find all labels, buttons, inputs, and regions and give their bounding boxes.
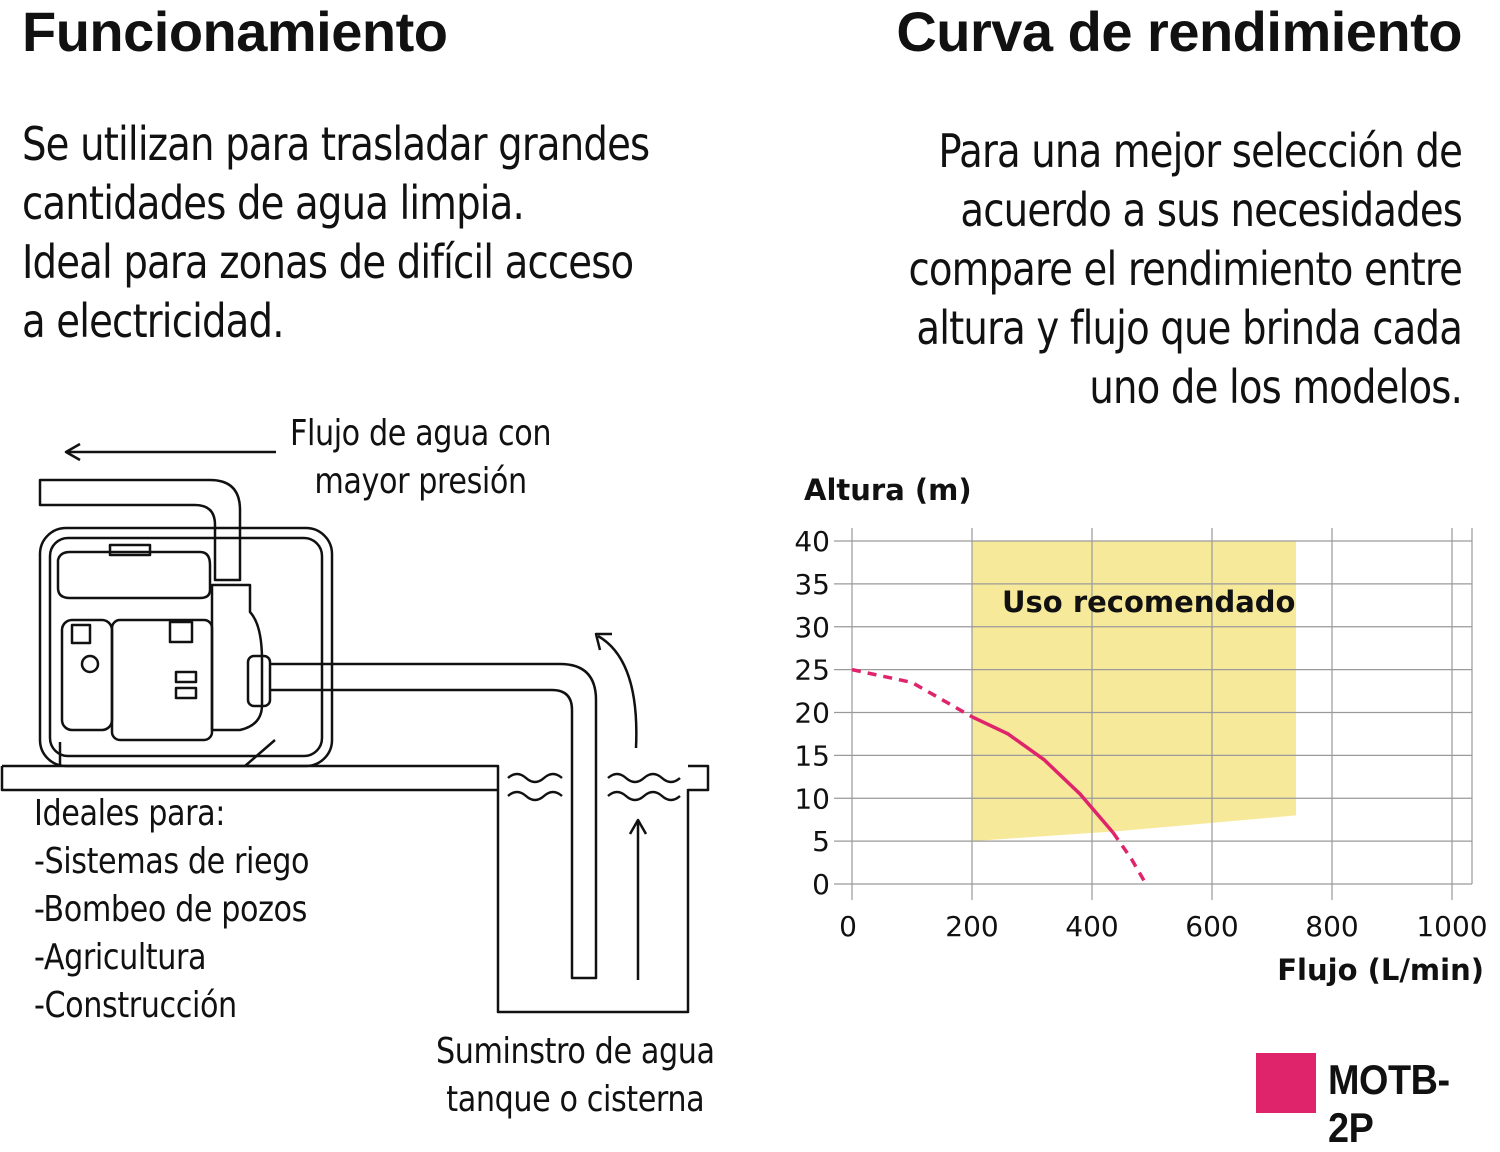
discharge-pipe: [38, 478, 242, 582]
flow-label-line: mayor presión: [314, 461, 527, 502]
left-paragraph-line: a electricidad.: [22, 294, 284, 348]
y-tick-label: 35: [794, 568, 830, 601]
ideal-for-list: Ideales para: -Sistemas de riego -Bombeo…: [34, 790, 309, 1030]
right-paragraph-line: altura y flujo que brinda cada: [916, 301, 1463, 355]
ideal-for-item: -Construcción: [34, 985, 237, 1026]
legend-swatch: [1256, 1053, 1316, 1113]
suction-pipe: [270, 662, 598, 980]
right-paragraph-line: compare el rendimiento entre: [908, 242, 1462, 296]
y-tick-label: 25: [794, 654, 830, 687]
ground-tank: [2, 764, 710, 1014]
left-paragraph-line: cantidades de agua limpia.: [22, 176, 525, 230]
x-tick-label: 400: [1065, 910, 1118, 943]
supply-label-line: tanque o cisterna: [446, 1079, 705, 1120]
recommended-zone-label: Uso recomendado: [1002, 585, 1295, 619]
x-tick-label: 200: [945, 910, 998, 943]
y-tick-label: 15: [794, 739, 830, 772]
y-tick-label: 30: [794, 611, 830, 644]
ideal-for-item: -Agricultura: [34, 937, 207, 978]
series-dashed-end: [1111, 831, 1148, 885]
supply-label: Suminstro de agua tanque o cisterna: [436, 1028, 715, 1124]
engine-knob: [70, 623, 92, 645]
series-dashed-start: [851, 667, 973, 719]
ideal-for-item: -Sistemas de riego: [34, 841, 310, 882]
y-tick-label: 40: [794, 525, 830, 558]
right-paragraph-line: uno de los modelos.: [1089, 360, 1463, 414]
x-tick-label: 0: [839, 910, 857, 943]
left-paragraph: Se utilizan para trasladar grandes canti…: [22, 115, 650, 351]
fuel-tank: [56, 550, 212, 600]
y-tick-label: 5: [812, 825, 830, 858]
y-axis-label: Altura (m): [804, 473, 972, 507]
y-tick-label: 0: [812, 868, 830, 901]
right-title: Curva de rendimiento: [896, 0, 1462, 63]
performance-chart: 40 35 30 25 20 15 10 5 00 200 400 600 800 1000 Altura…: [794, 473, 1487, 987]
right-paragraph: Para una mejor selección de acuerdo a su…: [908, 122, 1462, 417]
pump-head: [210, 583, 264, 732]
ideal-for-item: Ideales para:: [34, 793, 226, 834]
pump-frame-inner: [48, 536, 324, 758]
left-paragraph-line: Se utilizan para trasladar grandes: [22, 117, 650, 171]
engine-dial: [80, 654, 100, 674]
x-tick-label: 800: [1305, 910, 1358, 943]
right-paragraph-line: acuerdo a sus necesidades: [960, 183, 1462, 237]
x-tick-label: 1000: [1416, 910, 1487, 943]
pump-coupling: [246, 654, 272, 708]
y-tick-label: 20: [794, 697, 830, 730]
legend-label: MOTB-2P: [1328, 1056, 1450, 1151]
engine-knob-2: [168, 620, 194, 644]
flow-arrow-head: [64, 442, 81, 462]
engine-slot-1: [174, 670, 198, 684]
left-title: Funcionamiento: [22, 0, 448, 63]
series-line: [971, 715, 1115, 834]
left-paragraph-line: Ideal para zonas de difícil acceso: [22, 235, 634, 289]
x-axis-label: Flujo (L/min): [1277, 953, 1484, 987]
flow-label: Flujo de agua con mayor presión: [290, 410, 552, 506]
x-tick-label: 600: [1185, 910, 1238, 943]
right-paragraph-line: Para una mejor selección de: [938, 124, 1463, 178]
ideal-for-item: -Bombeo de pozos: [34, 889, 307, 930]
flow-label-line: Flujo de agua con: [290, 413, 552, 454]
engine-slot-2: [174, 686, 198, 700]
y-tick-label: 10: [794, 782, 830, 815]
supply-label-line: Suminstro de agua: [436, 1031, 715, 1072]
pump-diagram: [0, 442, 710, 1014]
tank-cap: [108, 543, 152, 557]
